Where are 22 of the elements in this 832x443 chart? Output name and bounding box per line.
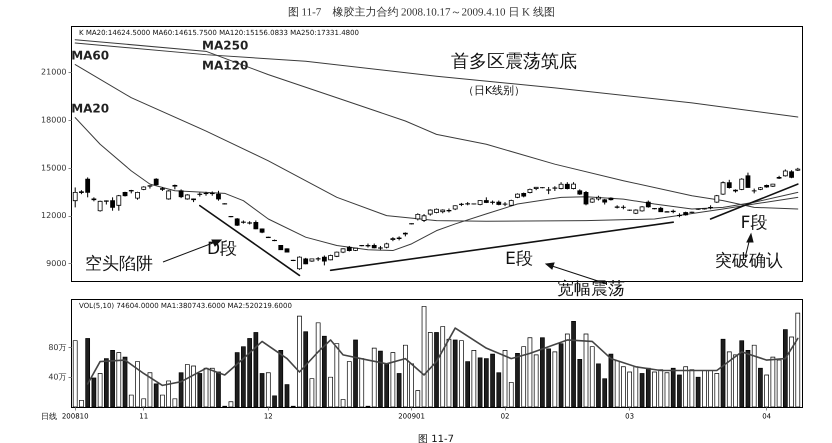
annotation: 空头陷阱 bbox=[85, 254, 153, 274]
y-tick-label: 21000 bbox=[41, 68, 66, 77]
y-tick-label: 80万 bbox=[48, 342, 66, 352]
series-label: MA60 bbox=[71, 48, 110, 63]
y-tick-label: 12000 bbox=[41, 211, 66, 220]
annotation: E段 bbox=[505, 249, 533, 269]
chart-title: 图 11-7 橡胶主力合约 2008.10.17～2009.4.10 日 K 线图 bbox=[288, 6, 555, 18]
annotation: 宽幅震荡 bbox=[557, 279, 625, 299]
series-label: MA250 bbox=[202, 38, 248, 53]
line-series bbox=[86, 327, 799, 386]
y-tick-label: 40万 bbox=[48, 372, 66, 382]
y-tick-label: 15000 bbox=[41, 163, 66, 172]
y-tick-label: 9000 bbox=[46, 258, 66, 268]
annotation: F段 bbox=[740, 213, 768, 233]
y-tick-label: 18000 bbox=[41, 116, 66, 125]
annotation: （日K线别） bbox=[462, 84, 526, 97]
series-label: MA120 bbox=[202, 58, 248, 72]
text: 日线 bbox=[41, 412, 57, 421]
annotation: 突破确认 bbox=[715, 251, 783, 271]
annotation: 首多区震荡筑底 bbox=[451, 51, 577, 72]
caption: 图 11-7 bbox=[418, 434, 454, 443]
series-label: MA20 bbox=[71, 102, 110, 116]
